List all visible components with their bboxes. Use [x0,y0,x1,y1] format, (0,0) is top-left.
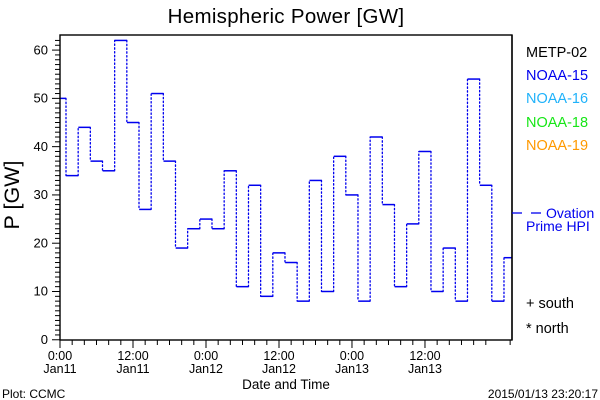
svg-text:10: 10 [34,284,48,299]
svg-text:Jan12: Jan12 [262,362,296,376]
svg-text:12:00: 12:00 [409,349,440,363]
svg-text:0:00: 0:00 [48,349,72,363]
svg-text:12:00: 12:00 [117,349,148,363]
svg-text:METP-02: METP-02 [526,45,587,61]
svg-text:20: 20 [34,235,48,250]
svg-text:50: 50 [34,91,48,106]
svg-text:Jan12: Jan12 [189,362,223,376]
svg-text:60: 60 [34,42,48,57]
svg-text:0:00: 0:00 [194,349,218,363]
svg-text:0: 0 [41,332,48,347]
svg-text:Hemispheric Power [GW]: Hemispheric Power [GW] [168,5,405,28]
svg-text:NOAA-18: NOAA-18 [526,115,588,131]
svg-text:Jan11: Jan11 [116,362,149,376]
svg-text:Date and Time: Date and Time [242,377,330,392]
svg-text:0:00: 0:00 [340,349,364,363]
svg-text:Jan11: Jan11 [43,362,76,376]
svg-text:2015/01/13 23:20:17: 2015/01/13 23:20:17 [488,387,598,400]
svg-text:30: 30 [34,187,48,202]
svg-text:+ south: + south [526,296,574,312]
svg-text:Jan13: Jan13 [408,362,442,376]
svg-text:NOAA-16: NOAA-16 [526,91,588,107]
svg-text:P [GW]: P [GW] [0,161,24,230]
svg-text:* north: * north [526,321,569,337]
svg-text:12:00: 12:00 [263,349,294,363]
svg-text:NOAA-15: NOAA-15 [526,68,588,84]
svg-text:NOAA-19: NOAA-19 [526,138,588,154]
svg-text:Jan13: Jan13 [335,362,369,376]
svg-text:40: 40 [34,139,48,154]
svg-text:Prime HPI: Prime HPI [526,218,590,234]
svg-text:Plot: CCMC: Plot: CCMC [2,387,66,400]
